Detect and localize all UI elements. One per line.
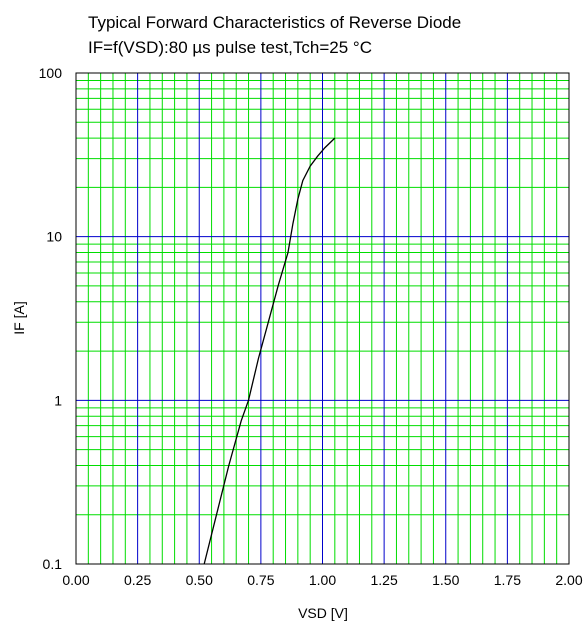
x-tick-labels: 0.00 0.25 0.50 0.75 1.00 1.25 1.50 1.75 2.00 xyxy=(62,572,582,588)
chart-title: Typical Forward Characteristics of Rever… xyxy=(88,13,461,32)
y-tick-label: 1 xyxy=(54,392,62,408)
x-tick-label: 0.00 xyxy=(62,572,89,588)
plot-frame xyxy=(75,72,570,565)
y-axis-label: IF [A] xyxy=(11,301,27,334)
x-tick-label: 1.50 xyxy=(432,572,459,588)
x-tick-label: 2.00 xyxy=(555,572,582,588)
x-tick-label: 0.50 xyxy=(186,572,213,588)
y-tick-labels: 0.1 1 10 100 xyxy=(39,65,63,572)
minor-grid xyxy=(76,73,569,564)
series-line-0 xyxy=(203,137,336,565)
y-tick-label: 0.1 xyxy=(43,556,63,572)
x-tick-label: 0.25 xyxy=(124,572,151,588)
x-tick-label: 1.00 xyxy=(309,572,336,588)
x-tick-label: 0.75 xyxy=(247,572,274,588)
major-grid xyxy=(76,73,569,564)
x-tick-label: 1.75 xyxy=(494,572,521,588)
x-axis-label: VSD [V] xyxy=(298,605,348,621)
x-tick-label: 1.25 xyxy=(371,572,398,588)
y-tick-label: 100 xyxy=(39,65,63,81)
chart-subtitle: IF=f(VSD):80 µs pulse test,Tch=25 °C xyxy=(88,38,372,57)
curve-layer xyxy=(203,137,336,565)
y-tick-label: 10 xyxy=(46,229,62,245)
